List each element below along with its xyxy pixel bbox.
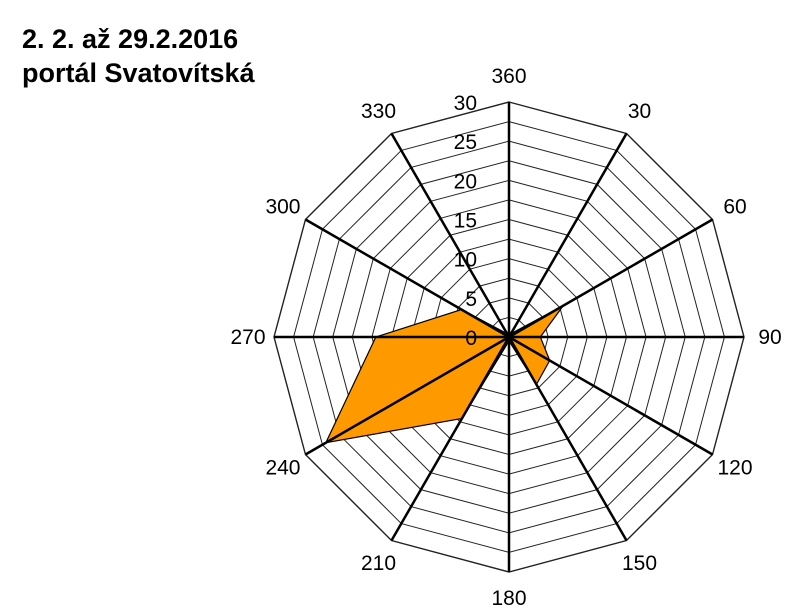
radial-tick-15: 15: [454, 210, 477, 233]
direction-label-60: 60: [723, 196, 746, 219]
radial-tick-25: 25: [454, 131, 477, 154]
spoke-60: [508, 218, 714, 339]
spoke-150: [507, 336, 628, 542]
direction-label-300: 300: [265, 196, 300, 219]
radial-tick-0: 0: [465, 327, 477, 350]
spoke-300: [304, 218, 510, 339]
direction-label-240: 240: [265, 457, 300, 480]
radial-tick-labels: 0 5 10 15 20 25 30: [454, 92, 477, 350]
spoke-210: [390, 336, 511, 542]
direction-label-360: 360: [491, 65, 526, 88]
radial-tick-30: 30: [454, 92, 477, 115]
direction-label-210: 210: [361, 552, 396, 575]
spokes: [274, 102, 744, 572]
chart-title-line-2: portál Svatovítská: [22, 58, 255, 88]
spoke-240: [304, 335, 510, 456]
radial-tick-10: 10: [454, 249, 477, 272]
radial-tick-20: 20: [454, 170, 477, 193]
spoke-120: [508, 335, 714, 456]
direction-label-90: 90: [758, 326, 781, 349]
spoke-30: [507, 132, 628, 338]
direction-label-150: 150: [622, 552, 657, 575]
direction-label-120: 120: [718, 457, 753, 480]
spoke-330: [390, 132, 511, 338]
direction-label-270: 270: [230, 326, 265, 349]
radial-tick-5: 5: [465, 288, 477, 311]
direction-label-180: 180: [491, 587, 526, 610]
chart-title: 2. 2. až 29.2.2016 portál Svatovítská: [22, 22, 255, 90]
direction-label-30: 30: [628, 100, 651, 123]
direction-label-330: 330: [361, 100, 396, 123]
chart-title-line-1: 2. 2. až 29.2.2016: [22, 24, 239, 54]
